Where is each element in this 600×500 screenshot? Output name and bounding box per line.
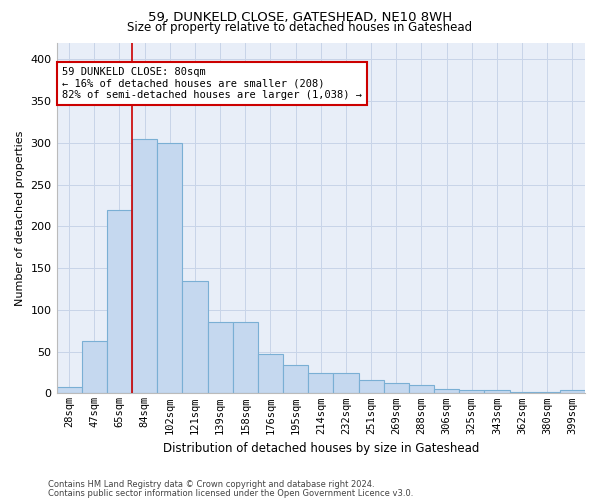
Bar: [359, 380, 383, 394]
Bar: [484, 390, 509, 394]
Bar: [208, 322, 233, 394]
Bar: [560, 390, 585, 394]
Bar: [383, 382, 409, 394]
Bar: [182, 280, 208, 394]
Bar: [56, 386, 82, 394]
Bar: [434, 389, 459, 394]
Text: 59 DUNKELD CLOSE: 80sqm
← 16% of detached houses are smaller (208)
82% of semi-d: 59 DUNKELD CLOSE: 80sqm ← 16% of detache…: [62, 67, 362, 100]
Y-axis label: Number of detached properties: Number of detached properties: [15, 130, 25, 306]
Bar: [409, 385, 434, 394]
Bar: [535, 392, 560, 394]
Bar: [82, 341, 107, 394]
Text: Contains public sector information licensed under the Open Government Licence v3: Contains public sector information licen…: [48, 488, 413, 498]
X-axis label: Distribution of detached houses by size in Gateshead: Distribution of detached houses by size …: [163, 442, 479, 455]
Bar: [132, 138, 157, 394]
Text: Size of property relative to detached houses in Gateshead: Size of property relative to detached ho…: [127, 22, 473, 35]
Bar: [107, 210, 132, 394]
Bar: [233, 322, 258, 394]
Bar: [308, 374, 334, 394]
Text: Contains HM Land Registry data © Crown copyright and database right 2024.: Contains HM Land Registry data © Crown c…: [48, 480, 374, 489]
Text: 59, DUNKELD CLOSE, GATESHEAD, NE10 8WH: 59, DUNKELD CLOSE, GATESHEAD, NE10 8WH: [148, 11, 452, 24]
Bar: [157, 143, 182, 394]
Bar: [509, 392, 535, 394]
Bar: [283, 365, 308, 394]
Bar: [459, 390, 484, 394]
Bar: [258, 354, 283, 394]
Bar: [334, 374, 359, 394]
